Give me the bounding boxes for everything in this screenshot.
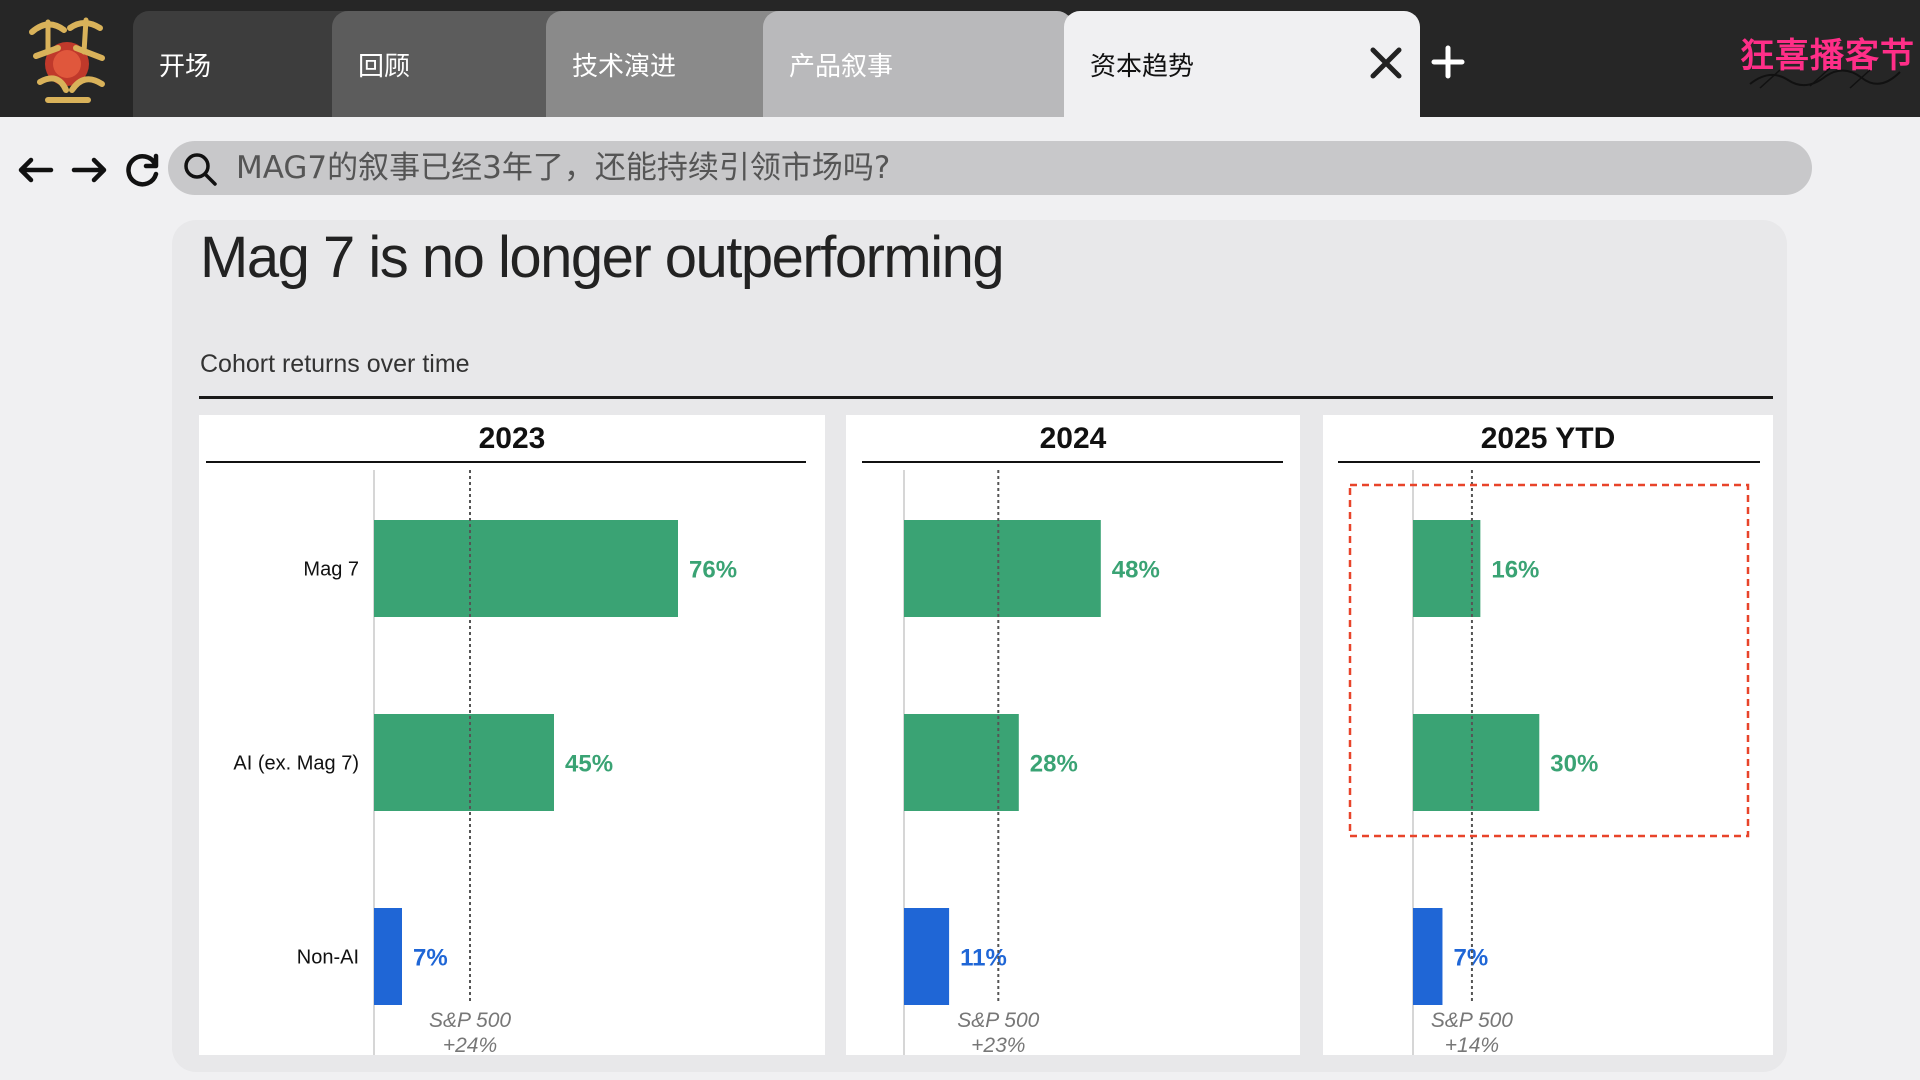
chart-2025-ytd-svg: 2025 YTD 16% 30% 7% S&P 500+14% bbox=[1338, 422, 1760, 1055]
sp500-label: S&P 500 bbox=[429, 1009, 511, 1032]
bar-ai-ex-mag-7- bbox=[1413, 714, 1540, 811]
tab-product-narrative[interactable]: 产品叙事 bbox=[763, 11, 1073, 117]
chart-panel-2025-ytd: 2025 YTD 16% 30% 7% S&P 500 +14% bbox=[1323, 415, 1773, 1055]
slide-content: Mag 7 is no longer outperforming Cohort … bbox=[172, 220, 1787, 1072]
bar-mag-7 bbox=[904, 520, 1101, 617]
bar-mag-7 bbox=[1413, 520, 1481, 617]
bar-mag-7 bbox=[374, 520, 678, 617]
sp500-value-label: +24% bbox=[443, 1034, 497, 1055]
sp500-label: S&P 500 bbox=[1431, 1009, 1513, 1032]
highlight-box bbox=[1348, 483, 1750, 838]
back-arrow-icon[interactable] bbox=[15, 150, 55, 190]
bar-value-label: 11% bbox=[960, 945, 1007, 972]
search-icon bbox=[184, 153, 217, 186]
dragon-seal-logo-icon bbox=[29, 17, 105, 103]
forward-arrow-icon[interactable] bbox=[70, 150, 110, 190]
tab-label: 回顾 bbox=[358, 51, 411, 82]
slide-subtitle: Cohort returns over time bbox=[200, 350, 470, 378]
sp500-value-label: +23% bbox=[971, 1034, 1025, 1055]
bar-non-ai bbox=[374, 908, 402, 1005]
sp500-label: S&P 500 bbox=[957, 1009, 1039, 1032]
signature-scribble-icon bbox=[1749, 67, 1901, 89]
address-query-text: MAG7的叙事已经3年了，还能持续引领市场吗? bbox=[236, 150, 891, 186]
tab-strip: 开场 回顾 技术演进 产品叙事 资本趋势 狂喜播客节 bbox=[0, 0, 1920, 117]
chart-2024-svg: 2024 48% 28% 11% S&P 500+23% bbox=[862, 422, 1283, 1055]
new-tab-icon[interactable] bbox=[1430, 44, 1466, 80]
bar-value-label: 7% bbox=[413, 945, 448, 972]
bar-ai-ex-mag-7- bbox=[374, 714, 554, 811]
chart-panel-2023: 2023 76% Mag 7 45% AI (ex. Mag 7) 7% Non-AI S&P… bbox=[199, 415, 825, 1055]
title-divider bbox=[199, 396, 1773, 399]
tab-label: 技术演进 bbox=[572, 51, 677, 82]
bar-non-ai bbox=[904, 908, 950, 1005]
category-label: Non-AI bbox=[297, 947, 359, 969]
tab-label: 开场 bbox=[159, 51, 212, 82]
tab-label: 产品叙事 bbox=[789, 51, 894, 82]
panel-title: 2023 bbox=[479, 422, 546, 455]
bar-value-label: 45% bbox=[565, 751, 613, 778]
reload-icon[interactable] bbox=[122, 150, 162, 190]
sp500-value-label: +14% bbox=[1445, 1034, 1499, 1055]
category-label: Mag 7 bbox=[303, 559, 359, 581]
panel-title: 2024 bbox=[1040, 422, 1107, 455]
podcast-brand-logo: 狂喜播客节 bbox=[1740, 28, 1914, 92]
chart-2023-svg: 2023 76% Mag 7 45% AI (ex. Mag 7) 7% Non-AI S&P… bbox=[206, 422, 806, 1055]
tab-review[interactable]: 回顾 bbox=[332, 11, 585, 117]
slide-title: Mag 7 is no longer outperforming bbox=[200, 225, 1005, 290]
bar-non-ai bbox=[1413, 908, 1443, 1005]
bar-value-label: 30% bbox=[1550, 751, 1598, 778]
bar-value-label: 16% bbox=[1491, 557, 1539, 584]
tab-tech-evolution[interactable]: 技术演进 bbox=[546, 11, 804, 117]
footnote-strip bbox=[260, 1071, 1710, 1080]
address-bar[interactable]: MAG7的叙事已经3年了，还能持续引领市场吗? bbox=[168, 141, 1812, 195]
bar-value-label: 28% bbox=[1030, 751, 1078, 778]
tab-label: 资本趋势 bbox=[1090, 51, 1195, 82]
bar-value-label: 7% bbox=[1453, 945, 1488, 972]
close-tab-icon[interactable] bbox=[1368, 45, 1404, 81]
bar-value-label: 76% bbox=[689, 557, 737, 584]
category-label: AI (ex. Mag 7) bbox=[233, 753, 359, 775]
tab-capital-trends[interactable]: 资本趋势 bbox=[1064, 11, 1420, 117]
chart-panel-2024: 2024 48% 28% 11% S&P 500 +23% bbox=[846, 415, 1300, 1055]
panel-title: 2025 YTD bbox=[1481, 422, 1616, 455]
tab-opening[interactable]: 开场 bbox=[133, 11, 363, 117]
bar-value-label: 48% bbox=[1112, 557, 1160, 584]
bar-ai-ex-mag-7- bbox=[904, 714, 1019, 811]
podcast-logo-text: 狂喜播客节 bbox=[1740, 36, 1915, 76]
